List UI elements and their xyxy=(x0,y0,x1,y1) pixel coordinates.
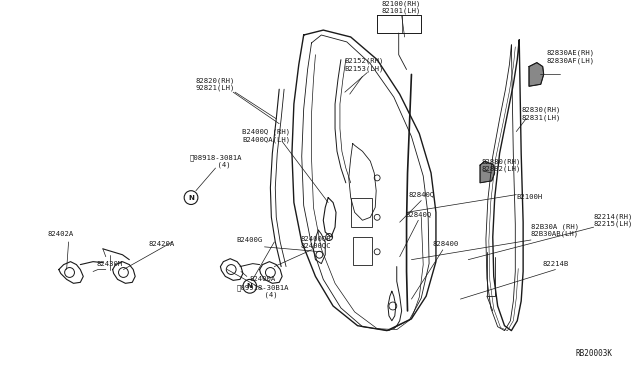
Polygon shape xyxy=(480,161,495,183)
Bar xyxy=(353,237,372,264)
Text: N: N xyxy=(247,283,253,289)
Polygon shape xyxy=(529,62,544,86)
Text: 82214B: 82214B xyxy=(542,261,568,267)
Text: 82400QB
82400QC: 82400QB 82400QC xyxy=(300,235,331,248)
Text: N: N xyxy=(188,195,194,201)
Text: 828400: 828400 xyxy=(433,241,459,247)
Text: 82840Q: 82840Q xyxy=(405,211,431,217)
Text: 82420A: 82420A xyxy=(148,241,175,247)
Text: 82880(RH)
82882(LH): 82880(RH) 82882(LH) xyxy=(482,158,521,172)
Text: 82400A: 82400A xyxy=(250,276,276,282)
Text: 82820(RH)
92821(LH): 82820(RH) 92821(LH) xyxy=(196,77,236,91)
Text: B2400G: B2400G xyxy=(237,237,263,243)
Text: 82100(RH)
82101(LH): 82100(RH) 82101(LH) xyxy=(382,0,421,15)
Text: B2100H: B2100H xyxy=(516,193,543,200)
Bar xyxy=(351,198,372,227)
Text: ⓝ08918-3081A
    (4): ⓝ08918-3081A (4) xyxy=(189,154,242,168)
Text: 82830AE(RH)
82830AF(LH): 82830AE(RH) 82830AF(LH) xyxy=(546,50,594,64)
Text: B2400Q (RH)
B2400QA(LH): B2400Q (RH) B2400QA(LH) xyxy=(243,128,291,142)
Text: 82840Q: 82840Q xyxy=(408,192,435,198)
Text: 82430M: 82430M xyxy=(97,261,123,267)
Text: ⓝ09918-30B1A
    (4): ⓝ09918-30B1A (4) xyxy=(236,284,289,298)
Text: 82402A: 82402A xyxy=(47,231,74,237)
Text: RB20003K: RB20003K xyxy=(575,349,612,358)
Text: 82214(RH)
82215(LH): 82214(RH) 82215(LH) xyxy=(594,213,633,227)
Text: B2152(RH)
B2153(LH): B2152(RH) B2153(LH) xyxy=(345,58,384,71)
Text: 82830(RH)
82831(LH): 82830(RH) 82831(LH) xyxy=(521,107,561,121)
Text: 82B30A (RH)
82B30AB(LH): 82B30A (RH) 82B30AB(LH) xyxy=(531,223,579,237)
